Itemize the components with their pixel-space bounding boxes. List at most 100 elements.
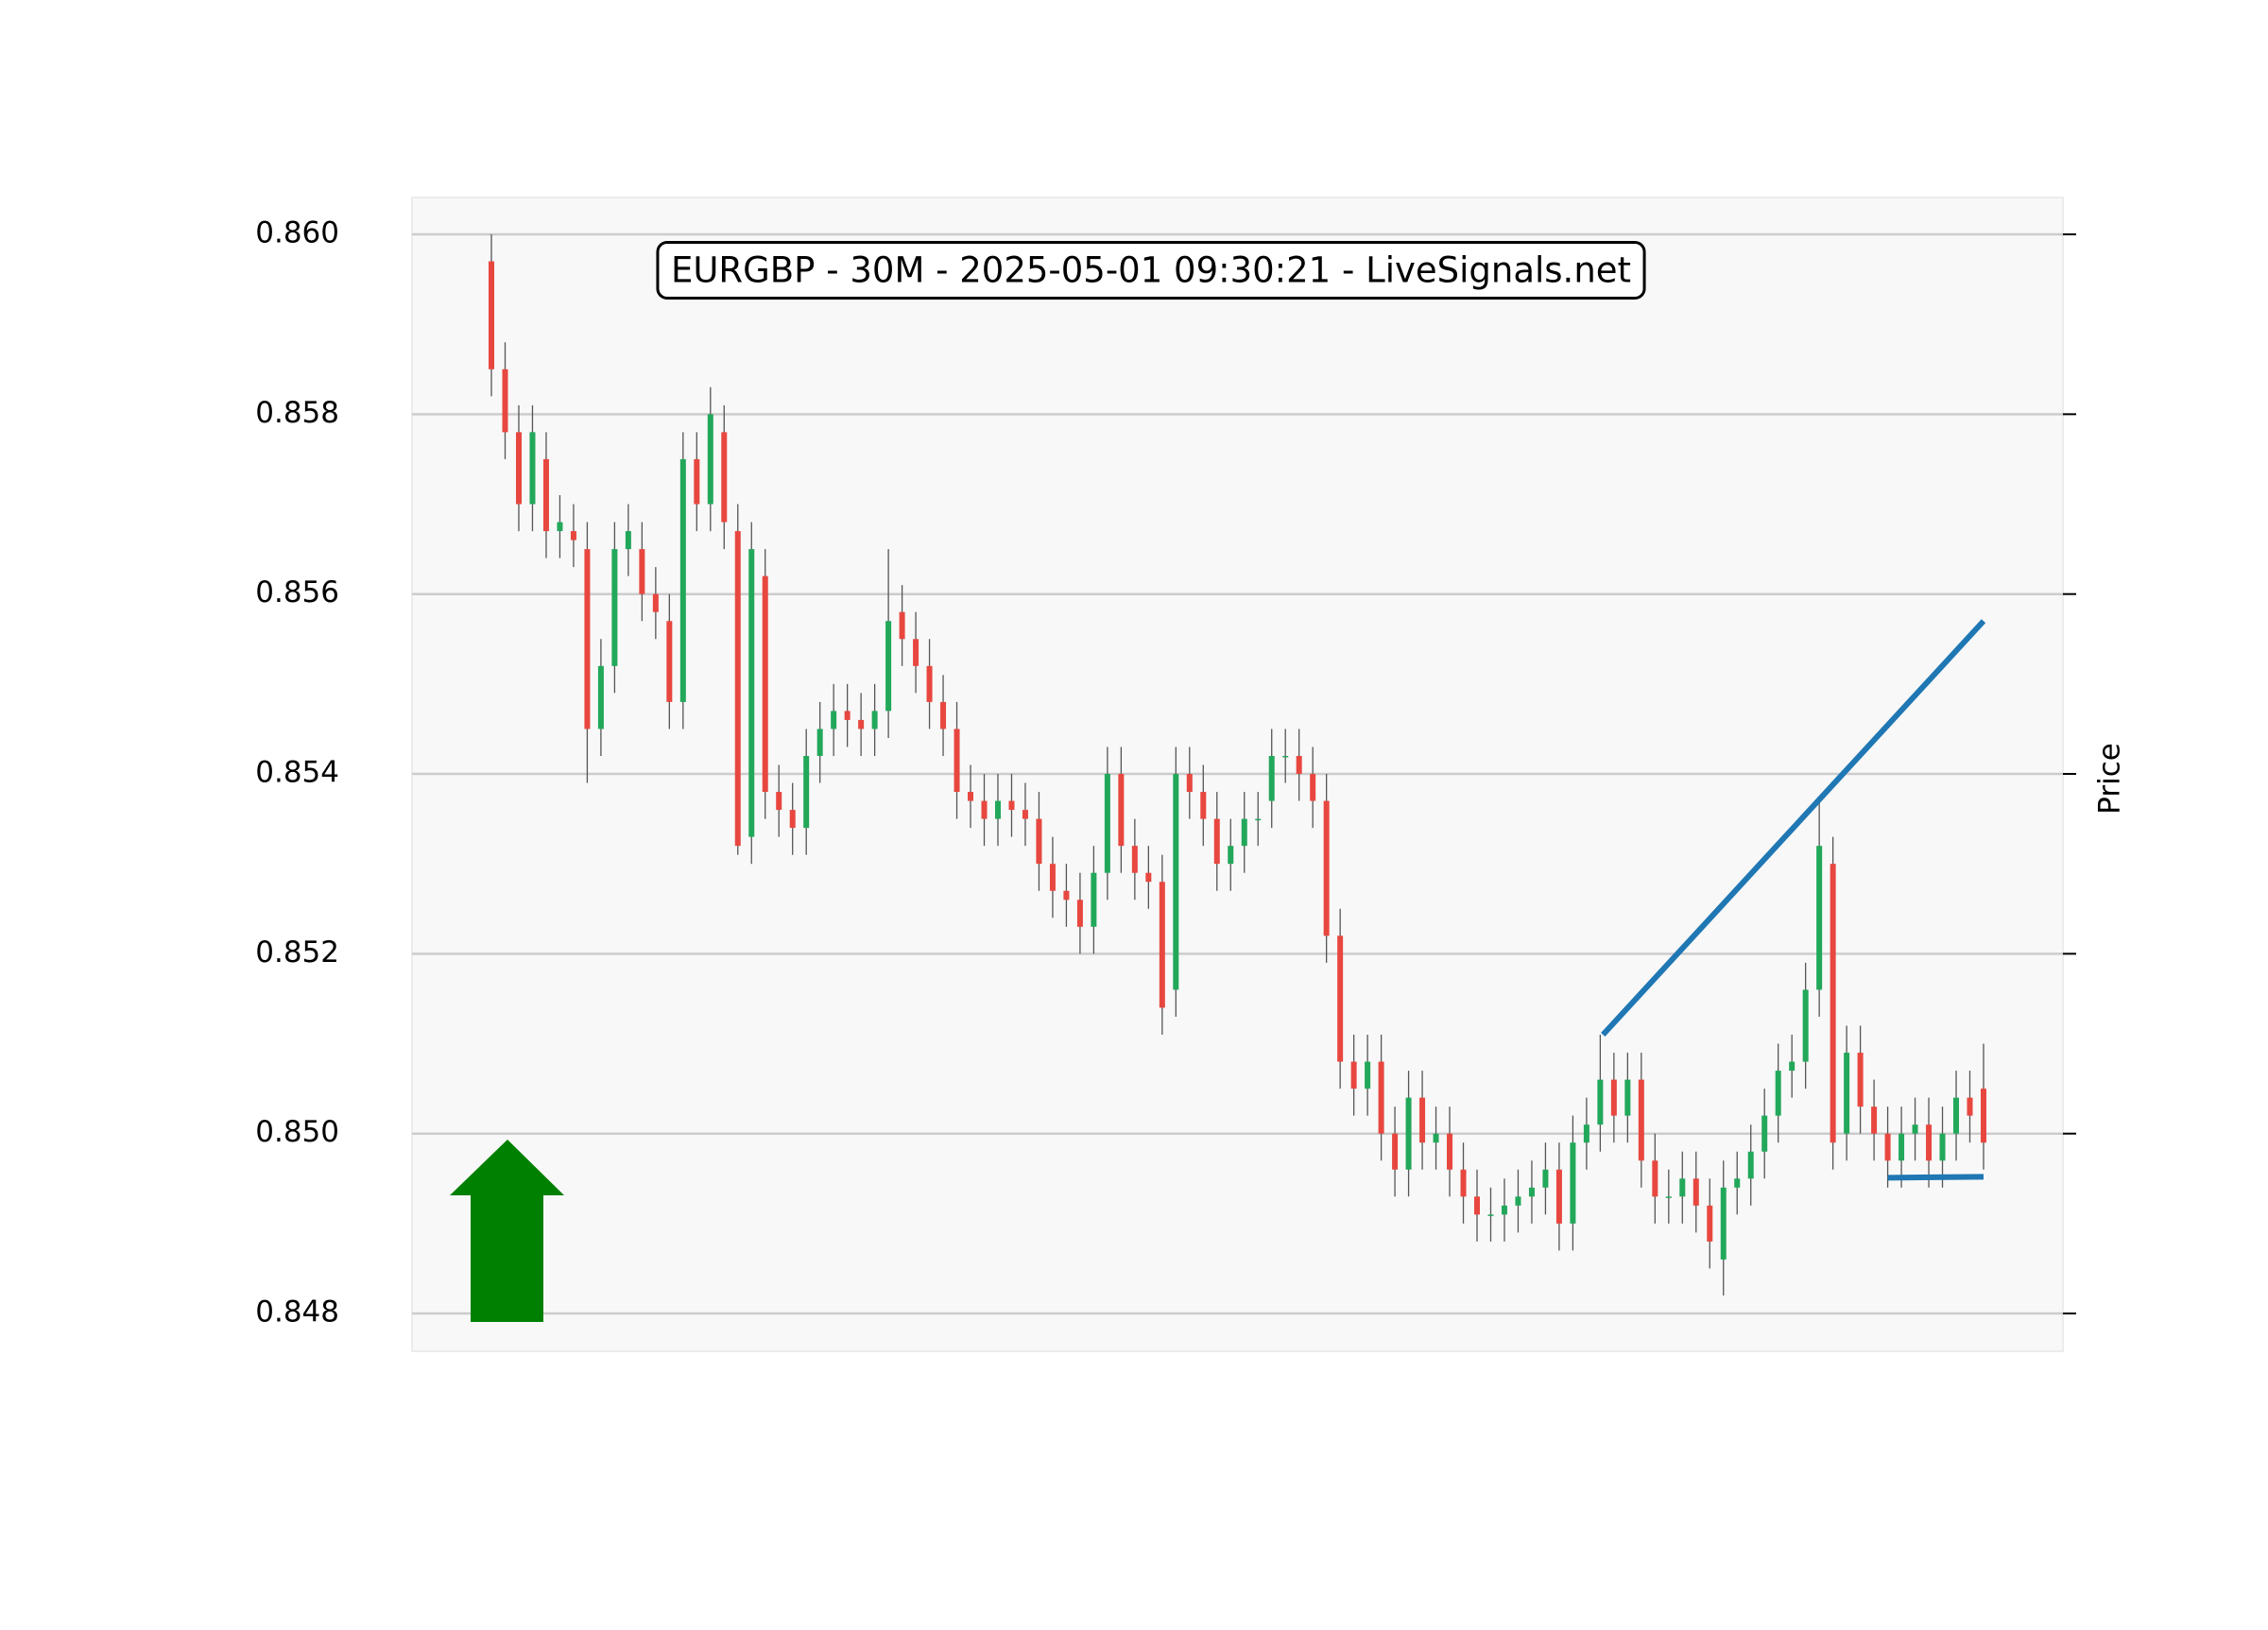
- candle-body: [1747, 1151, 1754, 1179]
- candle-body: [1076, 900, 1083, 927]
- candle-body: [1350, 1061, 1357, 1090]
- candle-body: [611, 549, 618, 666]
- candle-body: [926, 665, 933, 702]
- candle-body: [1131, 846, 1138, 873]
- candle-body: [721, 432, 728, 523]
- candle-body: [1692, 1178, 1699, 1206]
- candle-body: [1022, 810, 1028, 819]
- candle-body: [816, 729, 823, 756]
- candle-body: [1173, 774, 1179, 990]
- candle-body: [1734, 1178, 1741, 1188]
- grid: 0.848 0.850 0.852 0.854 0.856 0.858 0.860: [255, 216, 2076, 1330]
- candle-body: [871, 711, 878, 729]
- y-tick-label: 0.854: [255, 756, 339, 790]
- candle-body: [1282, 755, 1289, 758]
- y-axis-label: Price: [2093, 743, 2127, 815]
- candle-body: [1912, 1124, 1918, 1134]
- y-tick-label: 0.850: [255, 1115, 339, 1149]
- y-tick-label: 0.860: [255, 216, 339, 250]
- candle-body: [954, 729, 960, 793]
- candle-body: [570, 531, 576, 540]
- candle-body: [515, 432, 522, 505]
- candle-body: [1036, 818, 1042, 865]
- candle-body: [734, 531, 741, 847]
- candle-body: [694, 458, 700, 505]
- candle-body: [1844, 1053, 1850, 1134]
- candle-body: [844, 711, 850, 720]
- candle-body: [1501, 1205, 1507, 1215]
- trendline: [1887, 1174, 1984, 1181]
- trendline: [1601, 619, 1986, 1038]
- candle-body: [940, 701, 947, 729]
- candle-body: [1884, 1133, 1891, 1161]
- candle-body: [1967, 1097, 1973, 1116]
- candle-body: [625, 531, 631, 550]
- candle-body: [1707, 1205, 1713, 1242]
- candle-body: [1857, 1053, 1864, 1107]
- candle-body: [1186, 774, 1193, 793]
- candle-body: [789, 810, 796, 829]
- candle-body: [1049, 864, 1056, 891]
- candle-body: [502, 369, 508, 433]
- candle-body: [584, 549, 591, 729]
- candle-body: [1378, 1061, 1384, 1134]
- candle-body: [1091, 872, 1097, 927]
- candle-body: [1159, 882, 1165, 1008]
- candle-body: [885, 621, 892, 712]
- candle-body: [1268, 755, 1275, 801]
- candle-body: [1980, 1089, 1986, 1143]
- candle-body: [1926, 1124, 1933, 1161]
- candle-body: [831, 711, 837, 729]
- candle-body: [1487, 1214, 1494, 1216]
- candle-body: [639, 549, 645, 594]
- candle-body: [981, 800, 988, 819]
- candle-body: [1063, 890, 1070, 901]
- candle-body: [913, 639, 919, 666]
- candle-body: [1405, 1097, 1412, 1170]
- chart-title: EURGBP - 30M - 2025-05-01 09:30:21 - Liv…: [671, 250, 1631, 291]
- title-box: [656, 241, 1646, 300]
- candle-body: [1624, 1079, 1631, 1116]
- candle-body: [1515, 1196, 1521, 1206]
- candle-body: [1460, 1169, 1467, 1197]
- candle-body: [1241, 818, 1247, 847]
- candle-body: [803, 755, 810, 829]
- candle-body: [776, 792, 782, 811]
- candle-body: [1638, 1079, 1644, 1161]
- candle-body: [1953, 1097, 1960, 1134]
- candle-body: [597, 665, 604, 729]
- candle-body: [1008, 800, 1015, 811]
- candle-body: [1871, 1107, 1878, 1134]
- candle-body: [1610, 1079, 1617, 1116]
- y-tick-label: 0.858: [255, 396, 339, 430]
- candle-body: [1433, 1133, 1439, 1143]
- candle-body: [1213, 818, 1220, 865]
- candle-body: [542, 458, 549, 532]
- candle-body: [1104, 774, 1110, 873]
- candle-body: [968, 792, 974, 801]
- candle-body: [1337, 935, 1344, 1062]
- candle-body: [1310, 774, 1316, 801]
- candle-body: [762, 575, 768, 793]
- candle-body: [1679, 1178, 1686, 1197]
- candle-body: [1939, 1133, 1946, 1161]
- candle-body: [1816, 846, 1823, 990]
- candle-body: [1597, 1079, 1604, 1125]
- candle-body: [858, 719, 865, 729]
- candle-body: [652, 593, 659, 612]
- y-tick-label: 0.848: [255, 1295, 339, 1330]
- candle-body: [1323, 800, 1330, 936]
- candle-body: [1542, 1169, 1549, 1188]
- candle-body: [557, 522, 563, 532]
- candle-body: [994, 800, 1001, 819]
- candle-body: [899, 611, 905, 640]
- candle-body: [707, 414, 713, 505]
- candle-body: [1665, 1196, 1672, 1198]
- candle-body: [1789, 1061, 1796, 1072]
- candle-body: [1474, 1196, 1481, 1215]
- candle-body: [679, 458, 686, 702]
- candle-body: [1296, 755, 1302, 775]
- candle-body: [1528, 1187, 1535, 1197]
- candle-body: [1447, 1133, 1453, 1170]
